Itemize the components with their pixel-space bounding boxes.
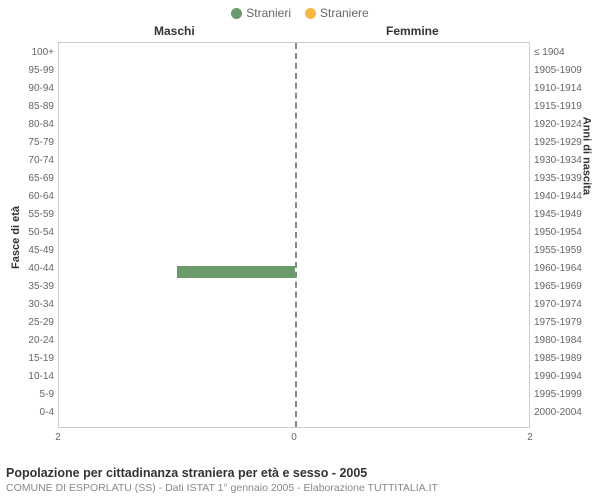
- age-tick: 0-4: [40, 407, 54, 418]
- age-tick: 65-69: [28, 173, 54, 184]
- legend-item-male: Stranieri: [231, 6, 291, 20]
- legend-label-male: Stranieri: [246, 6, 291, 20]
- footer: Popolazione per cittadinanza straniera p…: [6, 466, 594, 494]
- birth-year-tick: 2000-2004: [534, 407, 582, 418]
- birth-year-tick: 1955-1959: [534, 245, 582, 256]
- y-axis-label-left: Fasce di età: [10, 206, 22, 269]
- x-tick: 2: [55, 432, 61, 443]
- birth-year-tick: 1965-1969: [534, 281, 582, 292]
- birth-year-tick: 1920-1924: [534, 119, 582, 130]
- age-tick: 5-9: [40, 389, 54, 400]
- swatch-male-icon: [231, 8, 242, 19]
- swatch-female-icon: [305, 8, 316, 19]
- bar-male: [177, 266, 295, 278]
- age-tick: 35-39: [28, 281, 54, 292]
- column-header-female: Femmine: [386, 24, 439, 38]
- age-tick: 55-59: [28, 209, 54, 220]
- birth-year-tick: 1960-1964: [534, 263, 582, 274]
- age-tick: 80-84: [28, 119, 54, 130]
- age-tick: 50-54: [28, 227, 54, 238]
- plot-area: [58, 42, 530, 428]
- x-tick: 2: [527, 432, 533, 443]
- birth-year-tick: 1945-1949: [534, 209, 582, 220]
- age-tick: 20-24: [28, 335, 54, 346]
- legend: Stranieri Straniere: [0, 0, 600, 20]
- birth-year-tick: 1970-1974: [534, 299, 582, 310]
- birth-year-tick: 1925-1929: [534, 137, 582, 148]
- legend-label-female: Straniere: [320, 6, 369, 20]
- age-tick: 100+: [31, 47, 54, 58]
- birth-year-tick: 1995-1999: [534, 389, 582, 400]
- birth-year-tick: 1985-1989: [534, 353, 582, 364]
- birth-year-tick: 1980-1984: [534, 335, 582, 346]
- birth-year-tick: 1935-1939: [534, 173, 582, 184]
- birth-year-tick: ≤ 1904: [534, 47, 565, 58]
- x-tick: 0: [291, 432, 297, 443]
- age-tick: 45-49: [28, 245, 54, 256]
- age-tick: 85-89: [28, 101, 54, 112]
- birth-year-tick: 1950-1954: [534, 227, 582, 238]
- age-tick: 90-94: [28, 83, 54, 94]
- chart-area: MaschiFemmineFasce di etàAnni di nascita…: [0, 20, 600, 460]
- age-tick: 40-44: [28, 263, 54, 274]
- age-tick: 95-99: [28, 65, 54, 76]
- legend-item-female: Straniere: [305, 6, 369, 20]
- chart-subtitle: COMUNE DI ESPORLATU (SS) - Dati ISTAT 1°…: [6, 482, 594, 494]
- birth-year-tick: 1915-1919: [534, 101, 582, 112]
- birth-year-tick: 1910-1914: [534, 83, 582, 94]
- birth-year-tick: 1930-1934: [534, 155, 582, 166]
- age-tick: 75-79: [28, 137, 54, 148]
- birth-year-tick: 1990-1994: [534, 371, 582, 382]
- chart-title: Popolazione per cittadinanza straniera p…: [6, 466, 594, 480]
- age-tick: 60-64: [28, 191, 54, 202]
- center-divider: [295, 43, 297, 427]
- column-header-male: Maschi: [154, 24, 195, 38]
- age-tick: 15-19: [28, 353, 54, 364]
- birth-year-tick: 1905-1909: [534, 65, 582, 76]
- birth-year-tick: 1975-1979: [534, 317, 582, 328]
- age-tick: 70-74: [28, 155, 54, 166]
- age-tick: 25-29: [28, 317, 54, 328]
- age-tick: 30-34: [28, 299, 54, 310]
- birth-year-tick: 1940-1944: [534, 191, 582, 202]
- age-tick: 10-14: [28, 371, 54, 382]
